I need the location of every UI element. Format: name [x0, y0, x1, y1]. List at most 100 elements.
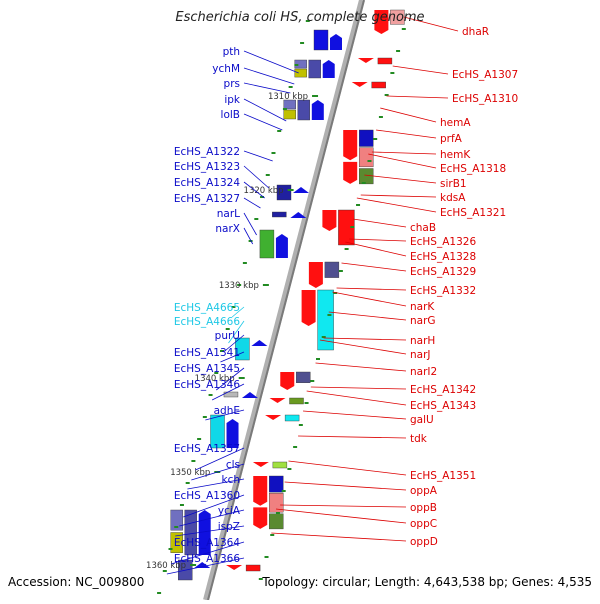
- leader-line: [243, 212, 257, 236]
- left-gene-label[interactable]: EcHS_A1364: [170, 537, 245, 565]
- minor-tick-right: [367, 160, 372, 162]
- right-gene-label[interactable]: galU: [302, 410, 434, 426]
- gene-arrow-reverse: [357, 58, 374, 63]
- gene-arrow-forward: [198, 510, 211, 555]
- right-gene-label[interactable]: kdsA: [360, 192, 466, 204]
- leader-line: [284, 481, 407, 491]
- minor-tick-left: [237, 284, 242, 286]
- leader-line: [179, 509, 245, 527]
- left-gene-label-text: cls: [226, 459, 240, 471]
- leader-line: [243, 67, 295, 85]
- gene-block: [210, 414, 225, 449]
- right-gene-label[interactable]: sirB1: [364, 174, 467, 190]
- leader-line: [243, 82, 291, 94]
- right-gene-label[interactable]: narK: [332, 291, 435, 313]
- left-gene-label[interactable]: cls: [191, 459, 245, 481]
- right-gene-label[interactable]: EcHS_A1329: [341, 262, 477, 278]
- scale-tick: 1310 kbp: [268, 92, 319, 102]
- right-gene-label-text: narK: [410, 301, 435, 313]
- gene-arrow-reverse: [301, 290, 316, 326]
- left-gene-label[interactable]: prs: [224, 78, 291, 94]
- right-gene-label[interactable]: EcHS_A1318: [368, 153, 506, 175]
- minor-tick-right: [327, 314, 332, 316]
- left-gene-label[interactable]: EcHS_A1341: [174, 347, 245, 363]
- left-gene-label[interactable]: EcHS_A1345: [174, 363, 245, 391]
- right-gene-label[interactable]: oppB: [280, 502, 437, 514]
- right-gene-label[interactable]: EcHS_A1310: [386, 93, 518, 105]
- right-gene-label[interactable]: narI2: [315, 362, 438, 378]
- gene-block: [359, 147, 374, 168]
- left-gene-label[interactable]: adhE: [205, 405, 245, 421]
- leader-line: [243, 227, 254, 245]
- left-gene-label[interactable]: lolB: [221, 109, 283, 131]
- scale-tick-label: 1330 kbp: [219, 281, 259, 291]
- gene-block: [371, 81, 386, 89]
- left-gene-label[interactable]: ychM: [212, 63, 295, 85]
- right-gene-label[interactable]: dhaR: [403, 16, 489, 38]
- left-gene-label[interactable]: kch: [187, 474, 245, 490]
- right-gene-label[interactable]: EcHS_A1332: [336, 285, 477, 297]
- left-gene-label[interactable]: ispZ: [175, 521, 245, 537]
- minor-tick-right: [378, 116, 383, 118]
- leader-line: [243, 181, 265, 199]
- right-gene-label[interactable]: EcHS_A1343: [306, 390, 476, 412]
- gene-block: [272, 211, 287, 218]
- right-gene-label[interactable]: prfA: [376, 129, 463, 145]
- gene-block: [245, 564, 261, 572]
- right-gene-label[interactable]: EcHS_A1351: [288, 460, 476, 482]
- leader-line: [332, 291, 407, 307]
- right-gene-label[interactable]: tdk: [298, 433, 428, 445]
- minor-tick-left: [288, 86, 293, 88]
- right-gene-label[interactable]: EcHS_A1321: [356, 197, 506, 219]
- left-gene-label[interactable]: EcHS_A4665: [174, 302, 245, 318]
- left-gene-label[interactable]: EcHS_A1357: [174, 443, 245, 471]
- left-gene-label[interactable]: EcHS_A1360: [174, 490, 245, 518]
- right-gene-label[interactable]: EcHS_A1342: [310, 384, 476, 396]
- leader-line: [380, 107, 437, 123]
- minor-tick-right: [310, 380, 315, 382]
- right-gene-label[interactable]: chaB: [352, 218, 436, 234]
- left-gene-label[interactable]: EcHS_A1322: [174, 146, 273, 162]
- left-gene-label[interactable]: EcHS_A1366: [166, 553, 245, 575]
- right-gene-label[interactable]: hemA: [380, 107, 471, 129]
- left-gene-label[interactable]: EcHS_A1346: [174, 379, 245, 401]
- gene-block: [170, 509, 183, 531]
- left-gene-label[interactable]: EcHS_A4666: [174, 316, 245, 344]
- right-gene-label[interactable]: EcHS_A1326: [349, 236, 476, 248]
- right-gene-label[interactable]: narH: [323, 335, 436, 347]
- right-gene-label[interactable]: oppC: [275, 508, 437, 530]
- right-gene-label[interactable]: oppD: [271, 532, 438, 548]
- genome-backbone: [203, 0, 365, 601]
- left-gene-label[interactable]: yciA: [179, 505, 245, 527]
- left-gene-label[interactable]: narX: [215, 223, 254, 245]
- left-gene-label[interactable]: narL: [217, 208, 257, 236]
- left-gene-label[interactable]: EcHS_A1324: [174, 177, 265, 199]
- right-gene-label[interactable]: EcHS_A1307: [392, 65, 518, 81]
- right-gene-label-text: narI2: [410, 366, 437, 378]
- left-gene-label[interactable]: EcHS_A1327: [174, 193, 261, 209]
- minor-tick-left: [305, 20, 310, 22]
- left-gene-label[interactable]: EcHS_A1323: [174, 161, 270, 189]
- leader-line: [224, 334, 245, 352]
- left-gene-label[interactable]: purU: [215, 330, 245, 352]
- right-gene-label-text: EcHS_A1351: [410, 470, 476, 482]
- right-gene-label-text: EcHS_A1307: [452, 69, 518, 81]
- minor-tick-left: [174, 526, 179, 528]
- right-gene-label[interactable]: oppA: [284, 481, 438, 497]
- right-gene-labels: dhaR EcHS_A1307 EcHS_A1310 hemA prfA hemK EcHS…: [271, 16, 518, 548]
- minor-tick-left: [168, 548, 173, 550]
- minor-tick-left: [185, 482, 190, 484]
- gene-arrow-forward: [226, 419, 239, 448]
- left-gene-label-text: prs: [224, 78, 240, 90]
- right-gene-label[interactable]: hemK: [371, 149, 471, 161]
- right-gene-label[interactable]: narJ: [319, 339, 431, 361]
- right-gene-label[interactable]: narG: [328, 311, 436, 327]
- minor-tick-right: [390, 72, 395, 74]
- left-gene-label[interactable]: pth: [223, 46, 299, 74]
- leader-line: [243, 165, 270, 189]
- right-gene-label[interactable]: EcHS_A1328: [345, 241, 476, 263]
- gene-features: [170, 9, 405, 581]
- gene-arrow-forward: [251, 340, 268, 346]
- leader-line: [360, 194, 437, 198]
- left-gene-label[interactable]: ipk: [224, 94, 287, 122]
